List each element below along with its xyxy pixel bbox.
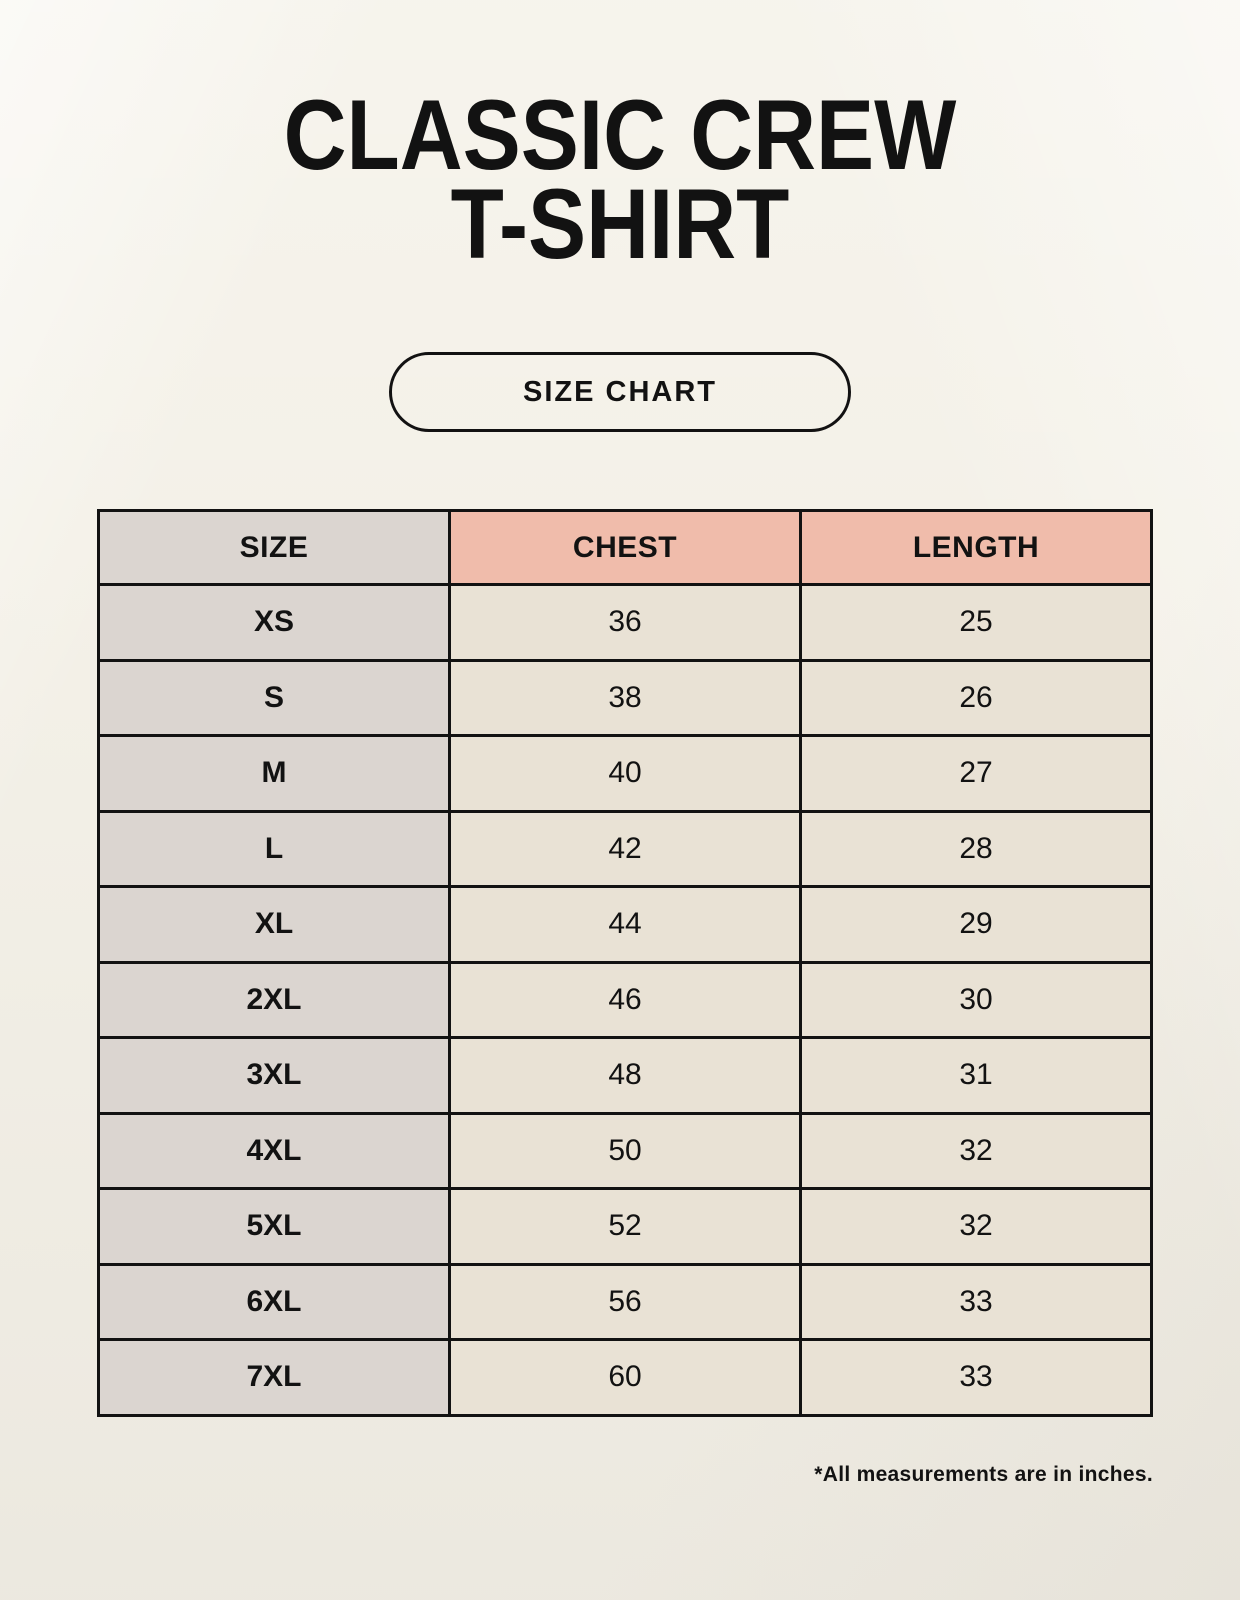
chest-cell: 36 bbox=[448, 583, 802, 662]
size-cell: 3XL bbox=[97, 1036, 451, 1115]
length-cell: 28 bbox=[799, 809, 1153, 888]
table-row: 4XL 50 32 bbox=[97, 1111, 1153, 1190]
size-cell: XS bbox=[97, 583, 451, 662]
length-cell: 26 bbox=[799, 658, 1153, 737]
table-row: 3XL 48 31 bbox=[97, 1036, 1153, 1115]
length-cell: 25 bbox=[799, 583, 1153, 662]
size-chart-table: SIZE CHEST LENGTH XS 36 25 S 38 26 M 40 … bbox=[97, 509, 1153, 1417]
length-cell: 32 bbox=[799, 1187, 1153, 1266]
chest-cell: 52 bbox=[448, 1187, 802, 1266]
chest-cell: 50 bbox=[448, 1111, 802, 1190]
table-row: 2XL 46 30 bbox=[97, 960, 1153, 1039]
table-row: L 42 28 bbox=[97, 809, 1153, 888]
table-row: 6XL 56 33 bbox=[97, 1262, 1153, 1341]
size-cell: 5XL bbox=[97, 1187, 451, 1266]
size-cell: 6XL bbox=[97, 1262, 451, 1341]
page-title: CLASSIC CREW T-SHIRT bbox=[74, 79, 1165, 279]
chest-cell: 56 bbox=[448, 1262, 802, 1341]
column-header-size: SIZE bbox=[97, 509, 451, 586]
column-header-length: LENGTH bbox=[799, 509, 1153, 586]
length-cell: 33 bbox=[799, 1338, 1153, 1417]
table-header-row: SIZE CHEST LENGTH bbox=[97, 509, 1153, 586]
title-line-1: CLASSIC CREW bbox=[283, 79, 957, 190]
size-cell: S bbox=[97, 658, 451, 737]
table-row: S 38 26 bbox=[97, 658, 1153, 737]
table-row: 5XL 52 32 bbox=[97, 1187, 1153, 1266]
table-row: M 40 27 bbox=[97, 734, 1153, 813]
size-cell: XL bbox=[97, 885, 451, 964]
footnote: *All measurements are in inches. bbox=[814, 1463, 1153, 1486]
table-row: XL 44 29 bbox=[97, 885, 1153, 964]
table-row: 7XL 60 33 bbox=[97, 1338, 1153, 1417]
length-cell: 30 bbox=[799, 960, 1153, 1039]
column-header-chest: CHEST bbox=[448, 509, 802, 586]
size-cell: M bbox=[97, 734, 451, 813]
size-chart-button[interactable]: SIZE CHART bbox=[389, 352, 851, 432]
size-cell: 7XL bbox=[97, 1338, 451, 1417]
chest-cell: 48 bbox=[448, 1036, 802, 1115]
title-line-2: T-SHIRT bbox=[450, 168, 790, 279]
chest-cell: 38 bbox=[448, 658, 802, 737]
length-cell: 27 bbox=[799, 734, 1153, 813]
chest-cell: 40 bbox=[448, 734, 802, 813]
size-chart-button-label: SIZE CHART bbox=[523, 375, 717, 408]
chest-cell: 44 bbox=[448, 885, 802, 964]
size-cell: L bbox=[97, 809, 451, 888]
length-cell: 29 bbox=[799, 885, 1153, 964]
table-row: XS 36 25 bbox=[97, 583, 1153, 662]
size-cell: 4XL bbox=[97, 1111, 451, 1190]
length-cell: 32 bbox=[799, 1111, 1153, 1190]
length-cell: 33 bbox=[799, 1262, 1153, 1341]
length-cell: 31 bbox=[799, 1036, 1153, 1115]
chest-cell: 42 bbox=[448, 809, 802, 888]
chest-cell: 60 bbox=[448, 1338, 802, 1417]
size-cell: 2XL bbox=[97, 960, 451, 1039]
chest-cell: 46 bbox=[448, 960, 802, 1039]
